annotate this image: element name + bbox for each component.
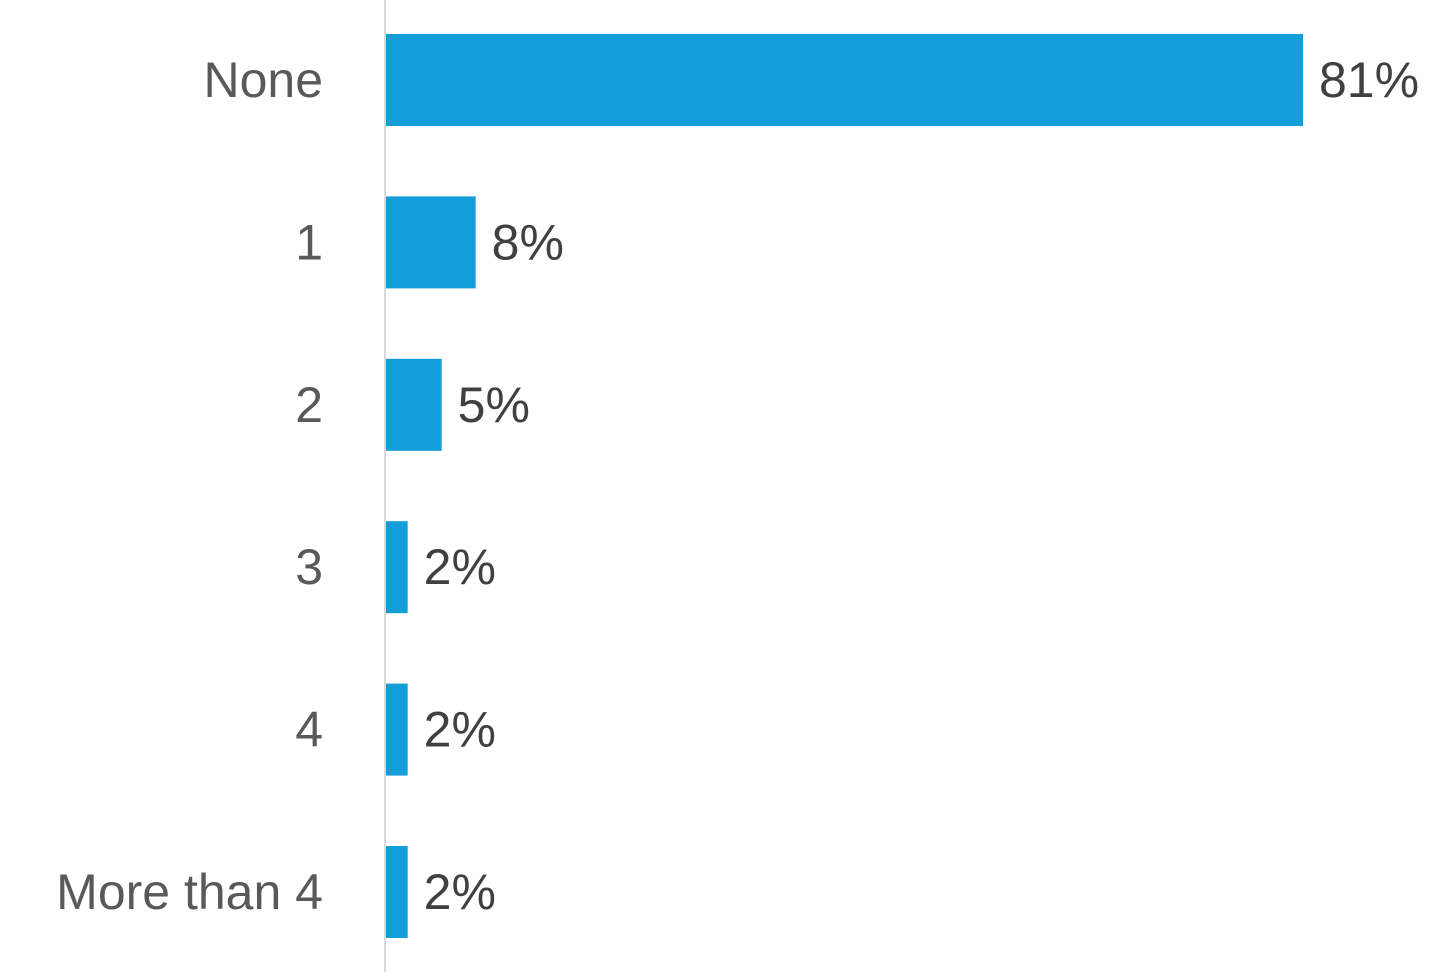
category-label-4: 4 [295, 702, 323, 758]
category-label-5: More than 4 [56, 864, 323, 920]
category-label-1: 1 [295, 214, 323, 270]
bar-1 [385, 196, 476, 289]
bars-layer [385, 34, 1303, 938]
bar-0 [385, 34, 1303, 126]
category-label-2: 2 [295, 377, 323, 433]
bar-4 [385, 683, 408, 776]
value-label-4: 2% [424, 702, 496, 758]
category-label-0: None [203, 52, 323, 108]
value-label-5: 2% [424, 864, 496, 920]
value-label-2: 5% [458, 377, 530, 433]
labels-layer: None 81% 1 8% 2 5% 3 2% 4 2% More than 4 2% [56, 52, 1419, 920]
value-label-3: 2% [424, 539, 496, 595]
value-label-1: 8% [492, 214, 564, 270]
bar-2 [385, 358, 442, 451]
bar-3 [385, 521, 408, 614]
value-label-0: 81% [1319, 52, 1419, 108]
category-label-3: 3 [295, 539, 323, 595]
bar-5 [385, 846, 408, 938]
